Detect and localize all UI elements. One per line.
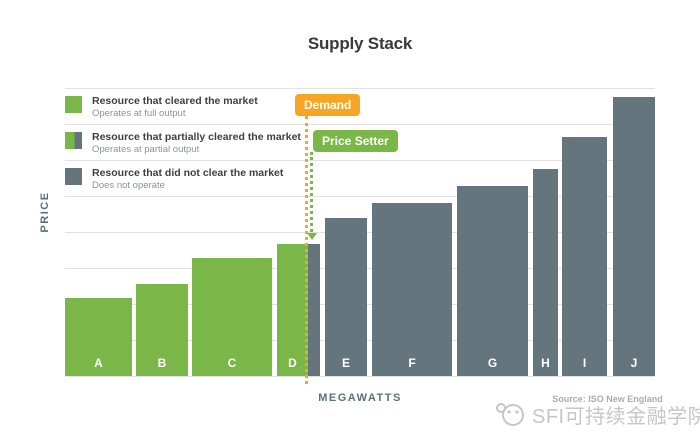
- bar-h: H: [533, 169, 558, 376]
- bar-label: I: [582, 356, 587, 370]
- x-axis-label: MEGAWATTS: [318, 392, 402, 404]
- legend-item-cleared: Resource that cleared the market Operate…: [65, 96, 258, 119]
- bar-label: A: [94, 356, 103, 370]
- bar-i: I: [562, 137, 607, 376]
- gridline: [65, 196, 655, 197]
- plot-area: A B C D E F G H I J: [65, 88, 655, 377]
- sfi-logo-icon: [496, 403, 524, 426]
- watermark-text: SFI可持续金融学院: [532, 405, 700, 428]
- bar-c: C: [192, 258, 272, 376]
- bar-label: H: [541, 356, 550, 370]
- bar-b: B: [136, 284, 188, 376]
- gridline: [65, 160, 655, 161]
- price-setter-badge: Price Setter: [313, 130, 398, 152]
- y-axis-label: PRICE: [39, 191, 51, 233]
- partially-cleared-swatch-icon: [65, 132, 82, 149]
- price-setter-dotted-line: [310, 152, 313, 232]
- bar-j: J: [613, 97, 655, 376]
- legend-item-partially-cleared: Resource that partially cleared the mark…: [65, 132, 301, 155]
- cleared-swatch-icon: [65, 96, 82, 113]
- legend-item-label: Resource that did not clear the market: [92, 167, 284, 179]
- bar-e: E: [325, 218, 367, 376]
- legend-item-sublabel: Does not operate: [92, 180, 165, 191]
- bar-g: G: [457, 186, 528, 376]
- source-credit: Source: ISO New England: [552, 394, 663, 404]
- bar-label: C: [227, 356, 237, 370]
- bar-label: D: [288, 356, 297, 370]
- legend-item-label: Resource that cleared the market: [92, 95, 258, 107]
- bar-a: A: [65, 298, 132, 376]
- bar-f: F: [372, 203, 452, 376]
- legend-item-sublabel: Operates at partial output: [92, 144, 200, 155]
- legend-item-label: Resource that partially cleared the mark…: [92, 131, 301, 143]
- bar-d: D: [277, 244, 320, 376]
- bar-label: J: [630, 356, 638, 370]
- watermark: SFI可持续金融学院: [494, 399, 700, 429]
- not-cleared-swatch-icon: [65, 168, 82, 185]
- bar-label: E: [341, 356, 350, 370]
- demand-dotted-line: [305, 116, 308, 384]
- gridline: [65, 124, 655, 125]
- chart-title: Supply Stack: [307, 34, 413, 53]
- bar-label: B: [157, 356, 167, 370]
- gridline: [65, 88, 655, 89]
- x-axis-line: [65, 376, 655, 377]
- bar-label: F: [408, 356, 416, 370]
- demand-badge: Demand: [295, 94, 361, 116]
- price-setter-arrow-icon: [307, 233, 317, 240]
- legend-item-not-cleared: Resource that did not clear the market D…: [65, 168, 283, 191]
- bar-label: G: [487, 356, 498, 370]
- legend-item-sublabel: Operates at full output: [92, 108, 186, 119]
